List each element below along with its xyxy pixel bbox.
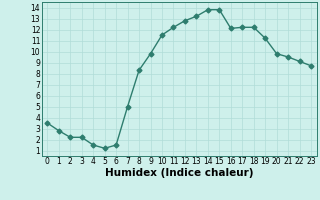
X-axis label: Humidex (Indice chaleur): Humidex (Indice chaleur) [105,168,253,178]
